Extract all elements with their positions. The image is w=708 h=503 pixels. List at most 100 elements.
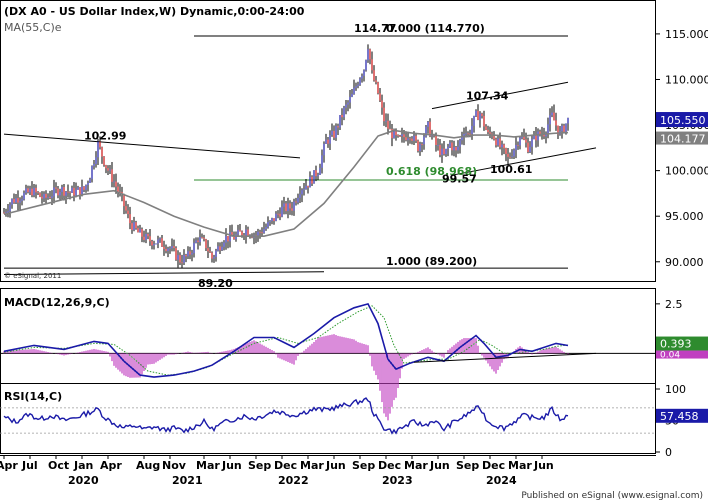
candle-body bbox=[9, 204, 11, 212]
candle-body bbox=[175, 247, 177, 260]
candle-body bbox=[465, 133, 467, 135]
trend-line bbox=[431, 81, 569, 110]
price-tick-label: 115.000 bbox=[665, 28, 708, 41]
candle-body bbox=[219, 246, 221, 251]
candle-body bbox=[223, 242, 225, 247]
candle-body bbox=[11, 198, 13, 205]
x-month-label: Jun bbox=[429, 459, 450, 472]
candle-body bbox=[303, 188, 305, 191]
candle-body bbox=[365, 60, 367, 71]
candle-body bbox=[407, 138, 409, 141]
candle-body bbox=[383, 107, 385, 122]
candle-body bbox=[239, 229, 241, 232]
x-month-label: Sep bbox=[248, 459, 271, 472]
candle-body bbox=[123, 194, 125, 207]
candle-body bbox=[501, 144, 503, 148]
candle-body bbox=[453, 147, 455, 151]
candle-body bbox=[7, 211, 9, 213]
macd-label: MACD(12,26,9,C) bbox=[4, 296, 110, 309]
x-month-label: Oct bbox=[48, 459, 69, 472]
candle-body bbox=[459, 140, 461, 147]
candle-body bbox=[543, 134, 545, 137]
candle-body bbox=[29, 188, 31, 193]
candle-body bbox=[335, 126, 337, 138]
candle-body bbox=[565, 123, 567, 132]
candle-body bbox=[489, 132, 491, 134]
candle-body bbox=[561, 125, 563, 132]
candle-body bbox=[13, 198, 15, 203]
footer-text: Published on eSignal (www.esignal.com) bbox=[521, 491, 703, 501]
candle-body bbox=[511, 156, 513, 158]
candle-body bbox=[21, 199, 23, 201]
candle-body bbox=[63, 186, 65, 196]
candle-body bbox=[127, 210, 129, 215]
candle-body bbox=[409, 138, 411, 140]
candle-body bbox=[3, 212, 5, 214]
candle-body bbox=[149, 236, 151, 242]
candle-body bbox=[245, 229, 247, 236]
candle-body bbox=[207, 248, 209, 252]
candle-body bbox=[483, 115, 485, 127]
candle-body bbox=[33, 187, 35, 196]
last-ma-box bbox=[656, 131, 708, 145]
candle-body bbox=[211, 252, 213, 259]
candle-body bbox=[153, 243, 155, 246]
candle-body bbox=[55, 187, 57, 189]
candle-body bbox=[367, 49, 369, 61]
candle-body bbox=[405, 137, 407, 141]
macd-secondary-label: 0.04 bbox=[660, 351, 680, 361]
last-close-box bbox=[656, 112, 708, 128]
candle-body bbox=[151, 241, 153, 246]
candle-body bbox=[131, 223, 133, 230]
candle-body bbox=[371, 59, 373, 71]
candle-body bbox=[401, 134, 403, 137]
candle-body bbox=[437, 144, 439, 146]
candle-body bbox=[93, 163, 95, 167]
candle-body bbox=[435, 135, 437, 145]
candle-body bbox=[157, 239, 159, 244]
candle-body bbox=[87, 182, 89, 186]
candle-body bbox=[111, 169, 113, 182]
candle-body bbox=[341, 115, 343, 118]
macd-line bbox=[3, 302, 569, 378]
candle-body bbox=[557, 125, 559, 135]
candle-body bbox=[551, 112, 553, 116]
trend-line bbox=[3, 133, 301, 159]
candle-body bbox=[195, 240, 197, 243]
candle-body bbox=[139, 229, 141, 233]
candle-body bbox=[91, 166, 93, 180]
candle-body bbox=[345, 104, 347, 108]
candle-body bbox=[257, 231, 259, 236]
rsi-panel bbox=[0, 383, 656, 454]
price-annotation: 89.20 bbox=[198, 277, 233, 290]
candle-body bbox=[147, 233, 149, 237]
candle-body bbox=[377, 82, 379, 94]
candle-body bbox=[231, 232, 233, 237]
candle-body bbox=[387, 120, 389, 129]
candle-body bbox=[167, 248, 169, 252]
candle-body bbox=[527, 142, 529, 153]
x-year-label: 2022 bbox=[278, 474, 309, 487]
candle-body bbox=[165, 248, 167, 252]
candle-body bbox=[537, 131, 539, 141]
candle-body bbox=[313, 170, 315, 184]
candle-body bbox=[331, 130, 333, 135]
candle-body bbox=[15, 198, 17, 203]
rsi-label: RSI(14,C) bbox=[4, 390, 62, 403]
candle-body bbox=[217, 246, 219, 251]
price-tick-label: 100.000 bbox=[665, 165, 708, 178]
candle-body bbox=[379, 93, 381, 101]
candle-body bbox=[163, 246, 165, 249]
candle-body bbox=[45, 193, 47, 198]
candle-body bbox=[441, 148, 443, 155]
candle-body bbox=[359, 78, 361, 85]
price-annotation: 100.61 bbox=[490, 163, 532, 176]
trend-line bbox=[3, 271, 325, 276]
candle-body bbox=[509, 156, 511, 158]
candle-body bbox=[355, 86, 357, 88]
candle-body bbox=[51, 196, 53, 198]
candle-body bbox=[137, 228, 139, 233]
candle-body bbox=[457, 146, 459, 151]
